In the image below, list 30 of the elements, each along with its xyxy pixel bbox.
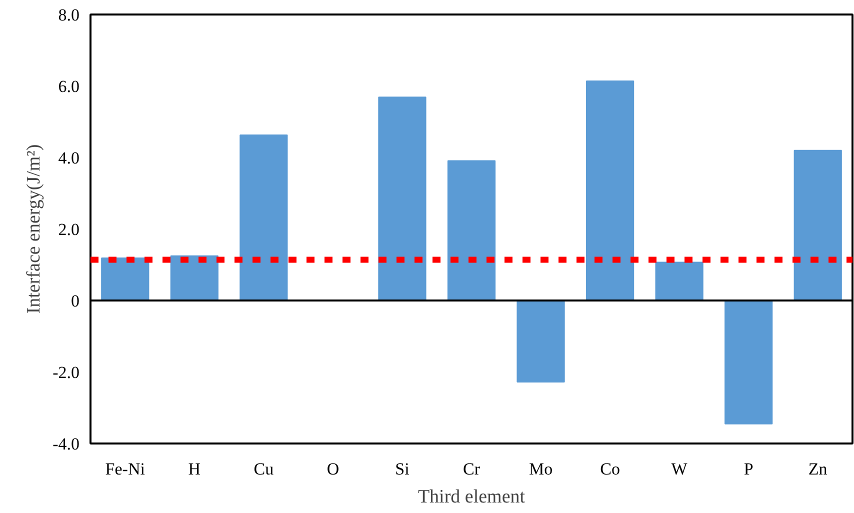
x-axis-title: Third element xyxy=(418,486,526,508)
x-tick-label: O xyxy=(326,460,340,478)
x-tick-label: Cr xyxy=(463,460,480,478)
y-tick-label: -4.0 xyxy=(52,434,80,454)
x-tick-label: Mo xyxy=(528,460,553,478)
y-tick-label: 8.0 xyxy=(58,6,80,24)
bar xyxy=(655,262,704,301)
y-tick-label: 4.0 xyxy=(58,148,80,168)
x-tick-label: Fe-Ni xyxy=(105,460,146,478)
y-tick-label: 0 xyxy=(71,292,80,310)
x-tick-label: Cu xyxy=(254,460,274,478)
y-tick-label: 2.0 xyxy=(58,220,80,239)
bar xyxy=(101,257,150,301)
x-tick-label: Si xyxy=(395,460,410,478)
y-tick-label: -2.0 xyxy=(52,363,80,382)
bar xyxy=(447,160,496,301)
x-tick-label: W xyxy=(671,460,688,478)
x-tick-label: Zn xyxy=(808,460,828,478)
y-tick-label: 6.0 xyxy=(58,77,80,96)
bar xyxy=(170,255,218,301)
bar xyxy=(794,150,842,301)
y-axis-title: Interface energy(J/m²) xyxy=(24,144,45,314)
bar xyxy=(516,300,565,383)
bar xyxy=(586,80,634,301)
x-tick-label: P xyxy=(744,460,754,478)
bar xyxy=(724,300,773,424)
bar xyxy=(240,134,288,301)
x-tick-label: Co xyxy=(600,460,620,478)
x-tick-label: H xyxy=(188,460,201,478)
bar xyxy=(378,96,426,301)
